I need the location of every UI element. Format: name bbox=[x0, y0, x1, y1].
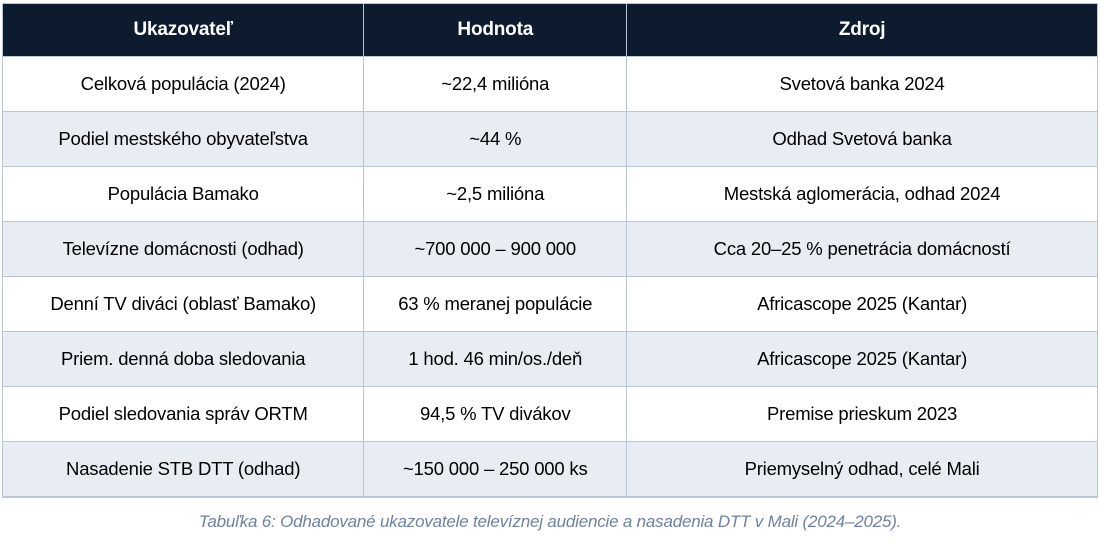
cell-indicator: Denní TV diváci (oblasť Bamako) bbox=[1, 276, 365, 332]
table-row: Podiel sledovania správ ORTM 94,5 % TV d… bbox=[1, 386, 1098, 442]
table-row: Populácia Bamako ~2,5 milióna Mestská ag… bbox=[1, 166, 1098, 222]
cell-indicator: Populácia Bamako bbox=[1, 166, 365, 222]
table-row: Priem. denná doba sledovania 1 hod. 46 m… bbox=[1, 331, 1098, 387]
cell-source: Mestská aglomerácia, odhad 2024 bbox=[626, 166, 1098, 222]
cell-source: Cca 20–25 % penetrácia domácností bbox=[626, 221, 1098, 277]
cell-indicator: Priem. denná doba sledovania bbox=[1, 331, 365, 387]
cell-indicator: Nasadenie STB DTT (odhad) bbox=[1, 441, 365, 497]
cell-value: 94,5 % TV divákov bbox=[363, 386, 628, 442]
cell-value: ~150 000 – 250 000 ks bbox=[363, 441, 628, 497]
table-caption: Tabuľka 6: Odhadované ukazovatele televí… bbox=[198, 511, 902, 531]
cell-indicator: Podiel mestského obyvateľstva bbox=[1, 111, 365, 167]
table-row: Denní TV diváci (oblasť Bamako) 63 % mer… bbox=[1, 276, 1098, 332]
indicators-table: Ukazovateľ Hodnota Zdroj Celková populác… bbox=[1, 3, 1098, 498]
column-header-value: Hodnota bbox=[363, 3, 628, 57]
cell-source: Odhad Svetová banka bbox=[626, 111, 1098, 167]
cell-source: Africascope 2025 (Kantar) bbox=[626, 331, 1098, 387]
column-header-source: Zdroj bbox=[626, 3, 1098, 57]
cell-source: Africascope 2025 (Kantar) bbox=[626, 276, 1098, 332]
cell-value: 63 % meranej populácie bbox=[363, 276, 628, 332]
cell-source: Priemyselný odhad, celé Mali bbox=[626, 441, 1098, 497]
header-row: Ukazovateľ Hodnota Zdroj bbox=[1, 3, 1098, 57]
cell-value: ~2,5 milióna bbox=[363, 166, 628, 222]
cell-value: ~22,4 milióna bbox=[363, 56, 628, 112]
column-header-indicator: Ukazovateľ bbox=[1, 3, 365, 57]
cell-indicator: Celková populácia (2024) bbox=[1, 56, 365, 112]
cell-indicator: Podiel sledovania správ ORTM bbox=[1, 386, 365, 442]
table-row: Nasadenie STB DTT (odhad) ~150 000 – 250… bbox=[1, 441, 1098, 497]
table-row: Podiel mestského obyvateľstva ~44 % Odha… bbox=[1, 111, 1098, 167]
cell-value: 1 hod. 46 min/os./deň bbox=[363, 331, 628, 387]
table-row: Celková populácia (2024) ~22,4 milióna S… bbox=[1, 56, 1098, 112]
cell-value: ~44 % bbox=[363, 111, 628, 167]
table-row: Televízne domácnosti (odhad) ~700 000 – … bbox=[1, 221, 1098, 277]
cell-source: Premise prieskum 2023 bbox=[626, 386, 1098, 442]
table-header: Ukazovateľ Hodnota Zdroj bbox=[1, 3, 1098, 57]
cell-value: ~700 000 – 900 000 bbox=[363, 221, 628, 277]
table-body: Celková populácia (2024) ~22,4 milióna S… bbox=[1, 56, 1098, 497]
cell-source: Svetová banka 2024 bbox=[626, 56, 1098, 112]
cell-indicator: Televízne domácnosti (odhad) bbox=[1, 221, 365, 277]
